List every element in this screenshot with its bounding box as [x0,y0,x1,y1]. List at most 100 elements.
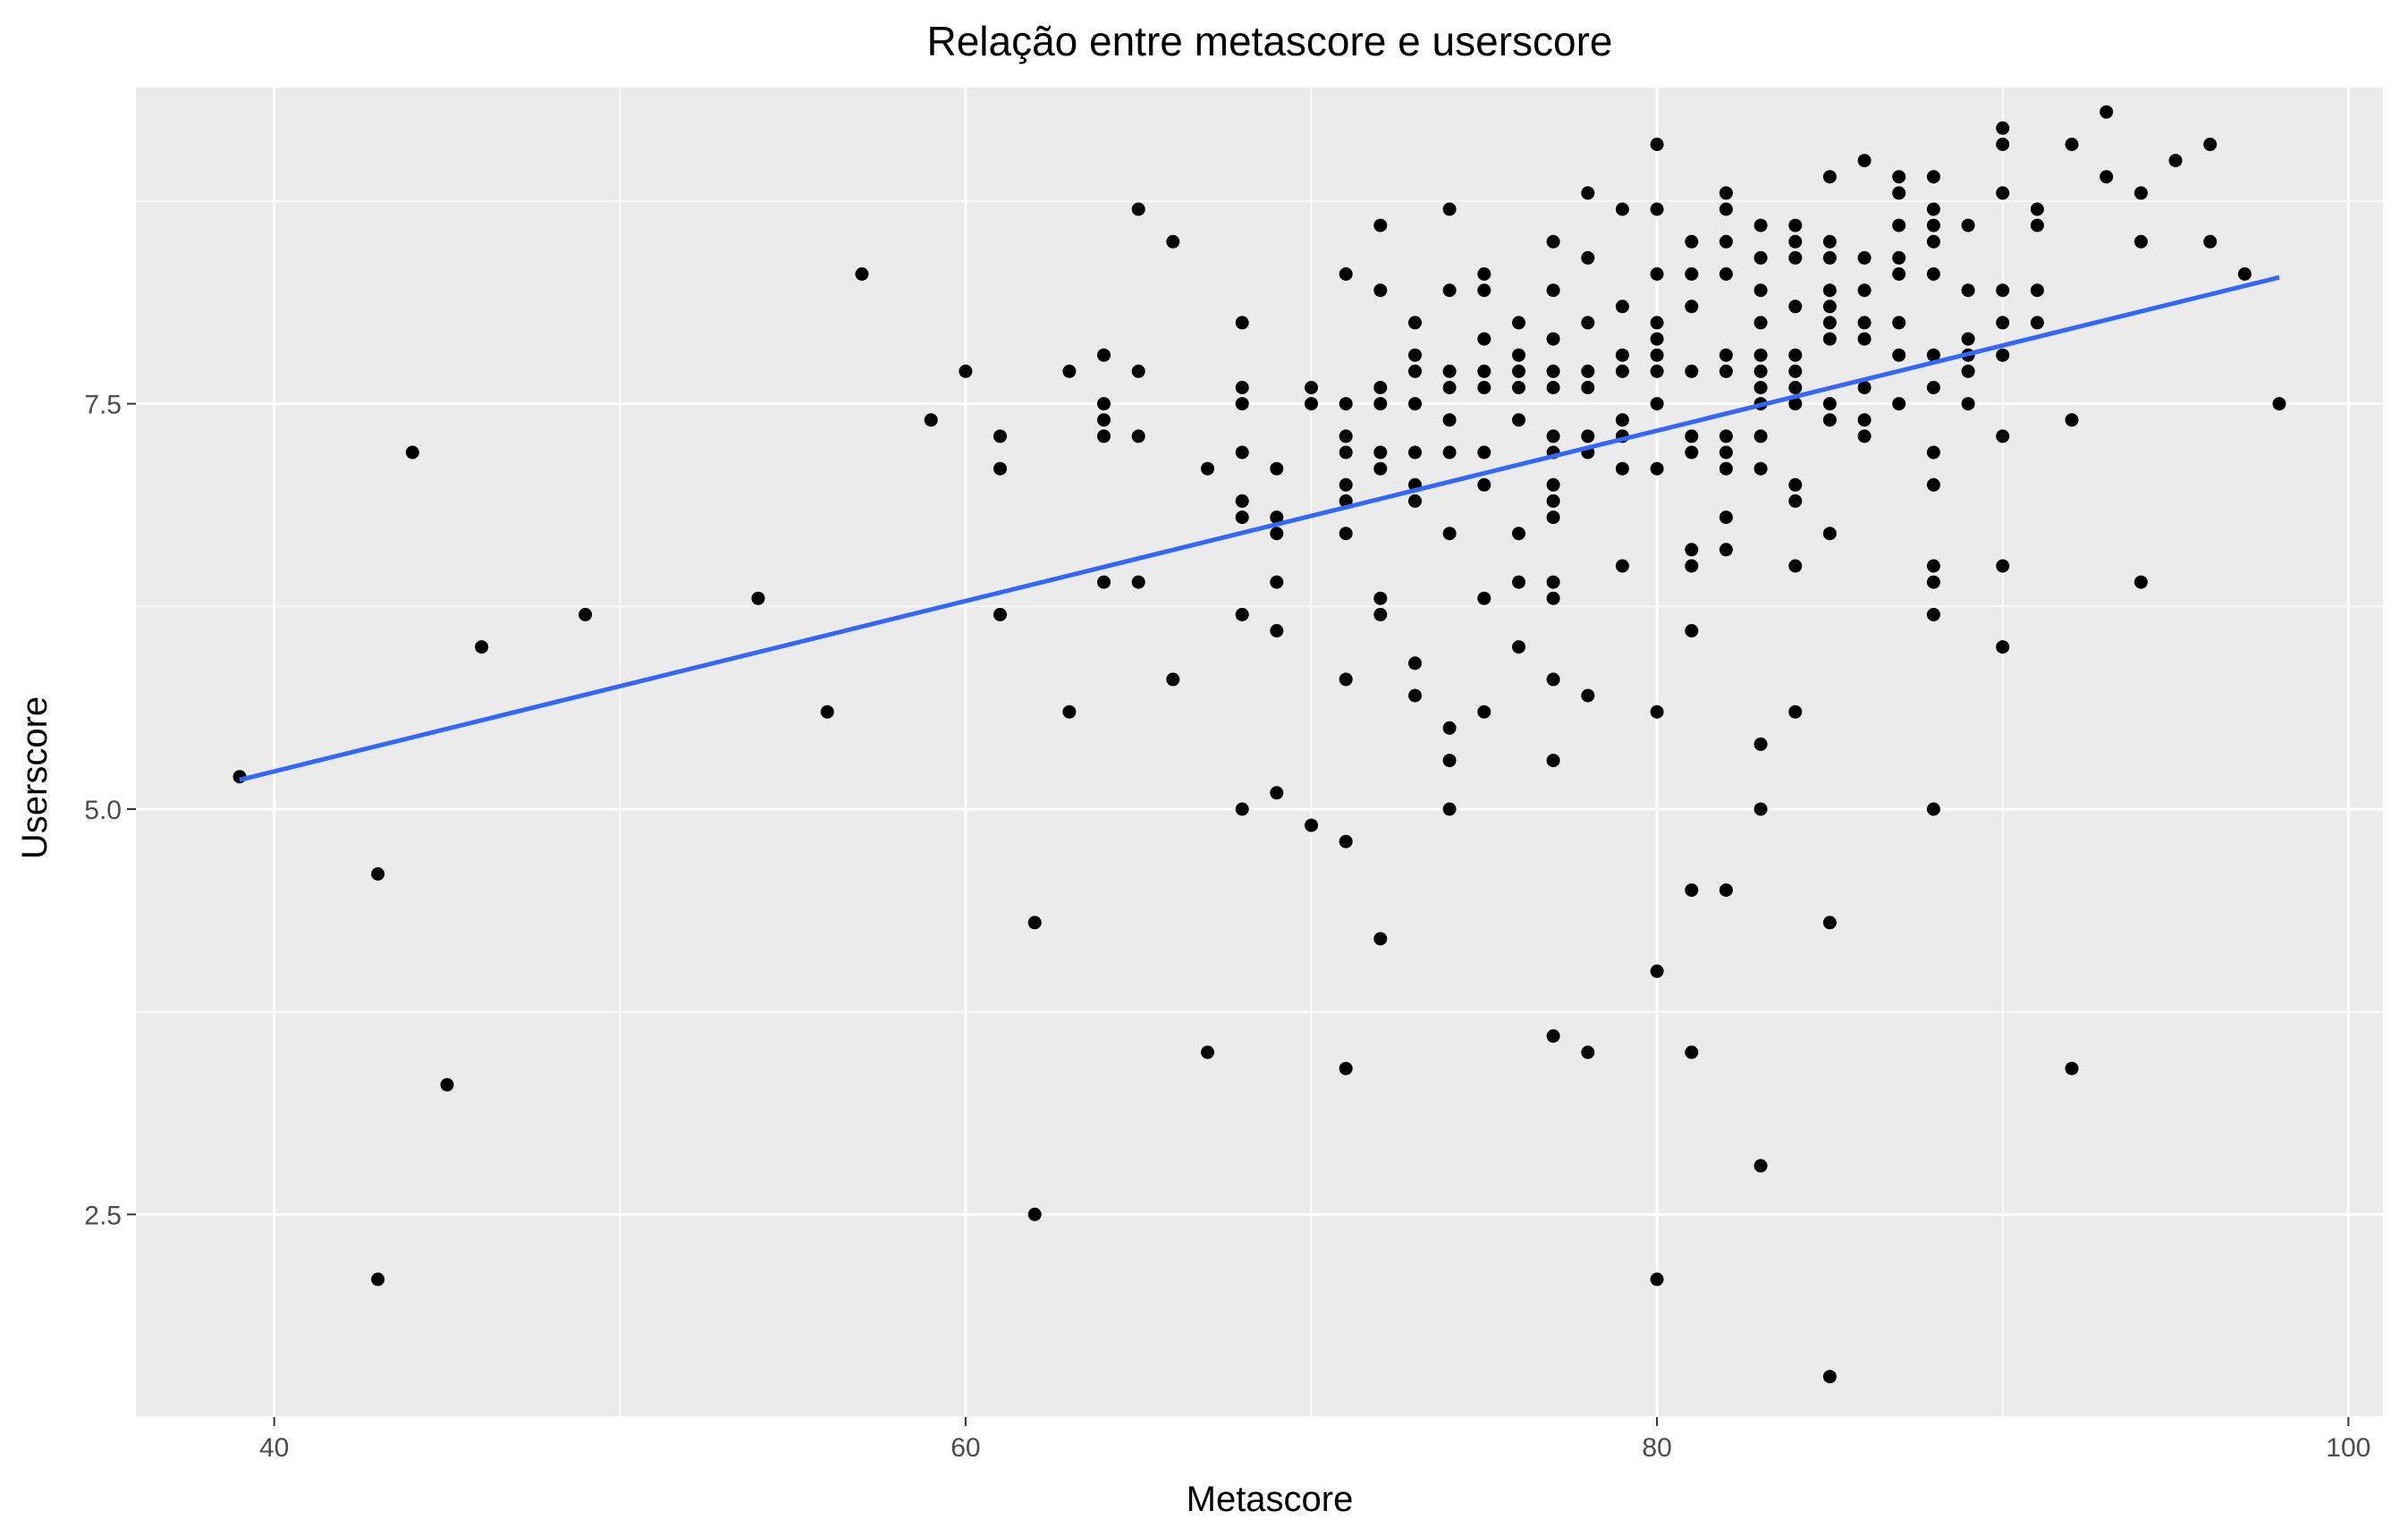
data-point [1235,607,1249,621]
data-point [1339,267,1353,281]
data-point [1615,202,1629,216]
data-point [1097,575,1111,589]
data-point [1235,511,1249,525]
data-point [1546,575,1560,589]
data-point [1339,397,1353,411]
data-point [1926,218,1940,232]
data-point [1719,429,1733,443]
data-point [1442,202,1457,216]
data-point [1926,607,1940,621]
data-point [371,1272,385,1287]
data-point [371,867,385,881]
data-point [1546,754,1560,768]
data-point [1235,445,1249,460]
data-point [1926,348,1940,362]
data-point [993,607,1007,621]
data-point [1477,381,1491,394]
data-point [2030,202,2044,216]
data-point [1926,802,1940,816]
data-point [1650,364,1664,378]
x-tick-label: 100 [2326,1433,2370,1463]
data-point [1685,543,1699,557]
data-point [1477,705,1491,719]
data-point [1961,218,1975,232]
data-point [1753,802,1768,816]
data-point [1857,154,1871,168]
data-point [1442,381,1457,394]
data-point [1753,218,1768,232]
data-point [1996,121,2010,135]
data-point [1442,802,1457,816]
data-point [1546,1029,1560,1043]
data-point [1442,364,1457,378]
data-point [1650,1272,1664,1287]
data-point [1477,283,1491,298]
data-point [1788,705,1803,719]
data-point [1685,300,1699,314]
y-axis-title: Userscore [15,696,55,859]
data-point [1097,348,1111,362]
data-point [993,461,1007,476]
data-point [1339,527,1353,541]
data-point [1857,381,1871,394]
data-point [1788,234,1803,249]
data-point [1753,1159,1768,1173]
data-point [1926,381,1940,394]
x-tick-label: 40 [259,1433,289,1463]
data-point [1857,429,1871,443]
data-point [1581,186,1595,200]
data-point [1097,397,1111,411]
data-point [1166,672,1180,687]
minor-gridlines [136,88,2383,1418]
data-point [1788,300,1803,314]
data-point [1996,283,2010,298]
data-point [1822,170,1837,184]
data-point [1581,1045,1595,1059]
data-point [1926,234,1940,249]
data-point [1477,364,1491,378]
y-tick-label: 7.5 [84,391,122,420]
data-point [1339,429,1353,443]
data-point [1201,1045,1214,1059]
data-point [1719,267,1733,281]
data-point [1615,559,1629,573]
data-point [1373,932,1388,946]
data-point [1822,413,1837,427]
data-point [1892,170,1906,184]
data-point [1131,364,1145,378]
data-point [993,429,1007,443]
data-point [1719,234,1733,249]
data-point [1719,364,1733,378]
data-point [1788,364,1803,378]
data-point [1753,250,1768,265]
data-point [1753,283,1768,298]
data-point [1650,964,1664,978]
data-point [1512,640,1525,654]
data-point [1339,834,1353,848]
data-point [2100,170,2114,184]
y-tick-label: 2.5 [84,1201,122,1230]
data-point [579,607,593,621]
data-point [1408,656,1422,671]
plot-panel [136,88,2383,1417]
data-point [1512,348,1525,362]
data-point [1373,397,1388,411]
data-point [1719,348,1733,362]
data-point [751,591,765,605]
data-point [2030,218,2044,232]
x-axis-title: Metascore [1187,1480,1354,1519]
data-point [1546,283,1560,298]
data-point [1822,234,1837,249]
data-point [1650,397,1664,411]
data-point [1719,461,1733,476]
data-point [1442,283,1457,298]
data-point [1753,461,1768,476]
data-point [2100,105,2114,119]
data-point [1270,511,1284,525]
data-point [2133,234,2148,249]
data-point [1408,397,1422,411]
data-point [1512,413,1525,427]
data-point [1961,332,1975,346]
data-point [1822,916,1837,930]
data-point [1442,413,1457,427]
